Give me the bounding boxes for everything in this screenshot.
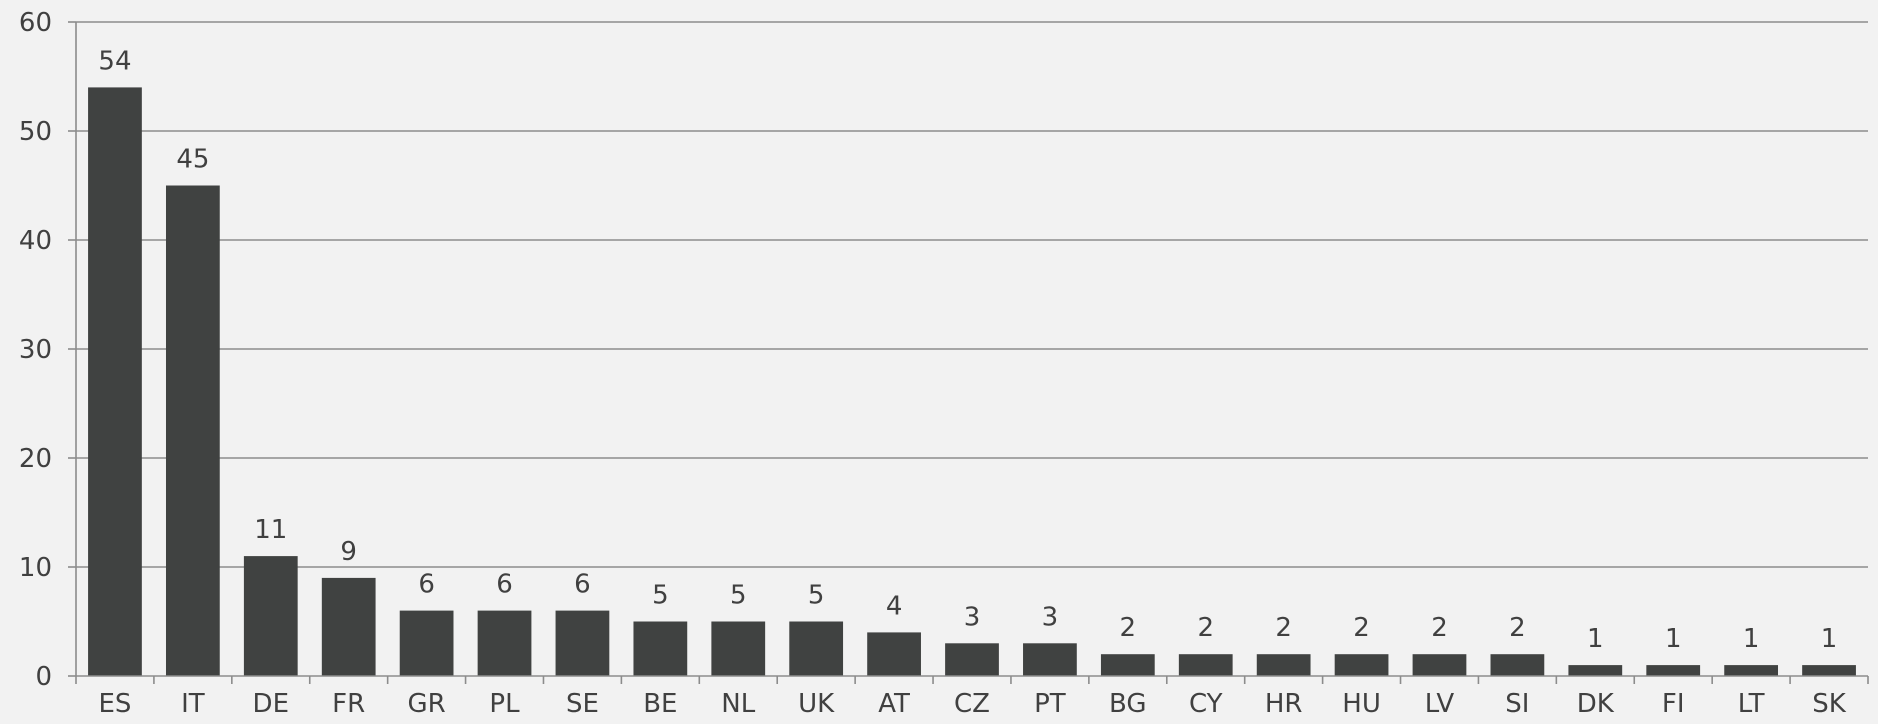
bar-nl <box>711 621 766 676</box>
x-tick-label: SE <box>566 689 599 719</box>
x-tick-label: CZ <box>954 689 990 719</box>
bar-lv <box>1412 654 1467 676</box>
x-tick-label: IT <box>181 689 205 719</box>
bar-lt <box>1724 665 1779 676</box>
data-label: 2 <box>1275 613 1292 643</box>
x-tick-label: NL <box>721 689 755 719</box>
bar-be <box>633 621 688 676</box>
x-tick-label: LV <box>1425 689 1455 719</box>
data-label: 2 <box>1431 613 1448 643</box>
data-label: 2 <box>1197 613 1214 643</box>
bar-se <box>555 610 610 676</box>
y-tick-label: 60 <box>19 8 52 38</box>
y-tick-label: 10 <box>19 553 52 583</box>
x-tick-label: ES <box>98 689 131 719</box>
data-label: 2 <box>1353 613 1370 643</box>
y-tick-label: 20 <box>19 444 52 474</box>
data-label: 6 <box>418 570 435 600</box>
data-label: 5 <box>808 581 825 611</box>
x-tick-label: BG <box>1109 689 1147 719</box>
x-tick-label: FR <box>332 689 365 719</box>
data-label: 3 <box>964 602 981 632</box>
x-tick-label: UK <box>798 689 835 719</box>
x-tick-label: PT <box>1034 689 1066 719</box>
x-tick-label: DE <box>253 689 289 719</box>
data-label: 1 <box>1743 624 1760 654</box>
data-label: 54 <box>98 46 131 76</box>
x-tick-label: SK <box>1812 689 1847 719</box>
bar-es <box>88 87 142 676</box>
bar-pl <box>477 610 532 676</box>
bar-hr <box>1256 654 1311 676</box>
bar-at <box>867 632 921 676</box>
data-label: 45 <box>176 145 209 175</box>
x-tick-label: CY <box>1189 689 1223 719</box>
bar-fi <box>1646 665 1701 676</box>
bar-fr <box>321 577 376 676</box>
y-tick-label: 50 <box>19 117 52 147</box>
x-tick-label: DK <box>1577 689 1615 719</box>
data-label: 3 <box>1042 602 1059 632</box>
bar-cy <box>1178 654 1233 676</box>
bar-hu <box>1334 654 1389 676</box>
data-label: 5 <box>652 581 669 611</box>
bar-gr <box>399 610 454 676</box>
x-tick-label: FI <box>1662 689 1685 719</box>
x-tick-label: HU <box>1342 689 1381 719</box>
x-tick-label: SI <box>1505 689 1529 719</box>
y-tick-label: 30 <box>19 335 52 365</box>
data-label: 6 <box>496 570 513 600</box>
bar-dk <box>1568 665 1623 676</box>
bar-pt <box>1023 643 1077 676</box>
bar-uk <box>789 621 844 676</box>
bar-sk <box>1802 665 1856 676</box>
x-tick-label: BE <box>643 689 677 719</box>
bar-si <box>1490 654 1545 676</box>
x-axis-ticks: ES IT DE FR GR PL SE BE NL UK AT CZ PT BG CY HR HU LV SI DK… <box>75 676 1869 719</box>
data-label: 2 <box>1120 613 1137 643</box>
x-tick-label: LT <box>1738 689 1765 719</box>
bar-cz <box>945 643 999 676</box>
data-label: 6 <box>574 570 591 600</box>
data-label: 4 <box>886 591 903 621</box>
x-tick-label: AT <box>878 689 910 719</box>
data-label: 11 <box>254 515 287 545</box>
data-label: 2 <box>1509 613 1526 643</box>
y-tick-label: 0 <box>35 662 52 692</box>
y-tick-label: 40 <box>19 226 52 256</box>
data-label: 5 <box>730 581 747 611</box>
gridlines <box>76 21 1868 568</box>
y-axis-ticks: 0 10 20 30 40 50 60 <box>19 8 76 692</box>
bar-it <box>165 185 220 676</box>
x-tick-label: HR <box>1265 689 1303 719</box>
x-tick-label: GR <box>407 689 445 719</box>
data-label: 1 <box>1665 624 1682 654</box>
bar-bg <box>1100 654 1155 676</box>
data-label: 1 <box>1821 624 1838 654</box>
data-label: 1 <box>1587 624 1604 654</box>
data-label: 9 <box>340 537 357 567</box>
x-tick-label: PL <box>489 689 520 719</box>
axes <box>75 22 1868 677</box>
bar-de <box>243 556 298 676</box>
